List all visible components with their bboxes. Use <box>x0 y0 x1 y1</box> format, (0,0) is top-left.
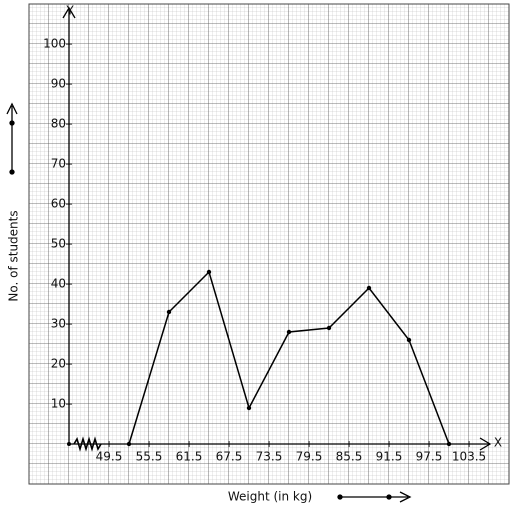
origin-dot <box>67 442 71 446</box>
point <box>166 309 172 315</box>
x-tick-label: 49.5 <box>96 450 123 464</box>
x-tick-label: 85.5 <box>336 450 363 464</box>
side-arrow <box>6 102 18 175</box>
y-tick-label: 100 <box>43 37 66 51</box>
y-tick-label: 80 <box>51 117 66 131</box>
point <box>206 269 212 275</box>
point <box>246 405 252 411</box>
y-tick-label: 70 <box>51 157 66 171</box>
y-tick-label: 50 <box>51 237 66 251</box>
x-tick-label: 79.5 <box>296 450 323 464</box>
point <box>326 325 332 331</box>
x-tick-label: 73.5 <box>256 450 283 464</box>
y-tick-label: 60 <box>51 197 66 211</box>
y-tick-label: 10 <box>51 397 66 411</box>
y-tick-label: 40 <box>51 277 66 291</box>
x-tick-label: 61.5 <box>176 450 203 464</box>
y-tick-label: 90 <box>51 77 66 91</box>
y-tick-label: 20 <box>51 357 66 371</box>
x-tick-label: 67.5 <box>216 450 243 464</box>
y-axis-letter: Y <box>65 4 74 18</box>
x-tick-label: 97.5 <box>416 450 443 464</box>
x-tick-label: 91.5 <box>376 450 403 464</box>
point <box>286 329 292 335</box>
point <box>126 441 132 447</box>
graph-paper <box>28 3 510 485</box>
x-tick-label: 103.5 <box>452 450 486 464</box>
y-tick-label: 30 <box>51 317 66 331</box>
x-axis-letter: X <box>494 436 502 450</box>
point <box>366 285 372 291</box>
axes <box>62 6 492 452</box>
x-axis-title: Weight (in kg) <box>228 490 312 504</box>
bottom-arrow <box>337 491 412 503</box>
x-tick-label: 55.5 <box>136 450 163 464</box>
point <box>446 441 452 447</box>
point <box>406 337 412 343</box>
y-axis-title: No. of students <box>7 210 21 301</box>
